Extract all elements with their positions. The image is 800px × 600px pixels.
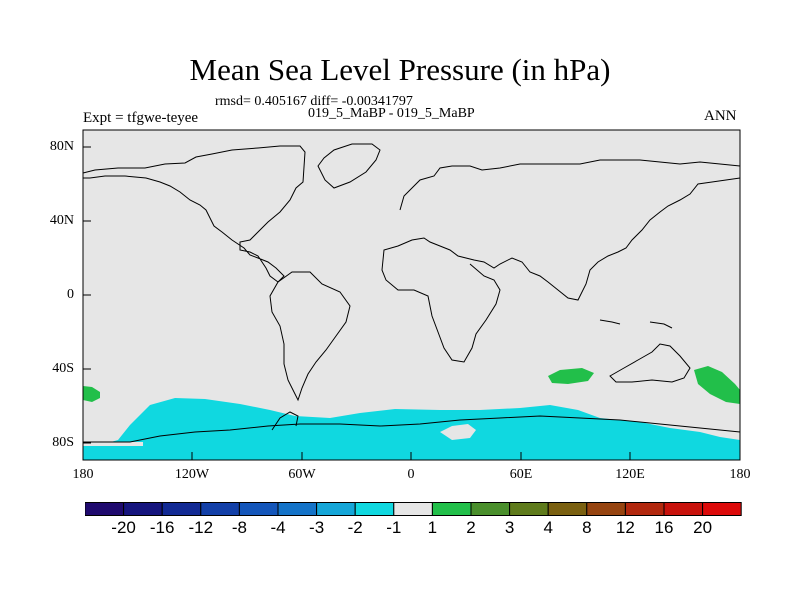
coastline-antarctic-peninsula [271, 411, 299, 431]
colorbar-box [277, 502, 318, 516]
colorbar-label: -20 [111, 518, 136, 537]
lon-label-120e: 120E [615, 467, 645, 482]
season-label: ANN [704, 108, 737, 124]
lon-label-180e: 180 [729, 467, 751, 482]
colorbar-label: -16 [149, 518, 175, 537]
colorbar-box [702, 502, 742, 516]
negative-anomaly-region [83, 398, 740, 460]
colorbar-label: -12 [188, 518, 214, 537]
lat-label-40s: 40S [52, 361, 74, 376]
colorbar-label: 4 [543, 518, 553, 537]
experiment-label: Expt = tfgwe-teyee [83, 110, 199, 126]
coastline-north-america [82, 145, 306, 283]
lon-label-180w: 180 [72, 467, 94, 482]
colorbar-label: -8 [231, 518, 247, 537]
colorbar-label: 2 [466, 518, 476, 537]
comparison-label: 019_5_MaBP - 019_5_MaBP [308, 106, 475, 121]
lon-label-120w: 120W [174, 467, 210, 482]
colorbar-box [509, 502, 549, 516]
colorbar-box [316, 502, 356, 516]
lat-label-40n: 40N [49, 213, 74, 228]
colorbar-label: 20 [693, 518, 713, 537]
colorbar [85, 502, 742, 516]
colorbar-label: -2 [347, 518, 363, 537]
colorbar-label: -4 [270, 518, 286, 537]
colorbar-label: 16 [654, 518, 674, 537]
positive-anomaly-patch-tasman [694, 366, 740, 404]
antarctic-coast-strip [83, 442, 143, 446]
colorbar-label: 12 [615, 518, 635, 537]
colorbar-label: 8 [582, 518, 592, 537]
colorbar-box [586, 502, 626, 516]
lon-label-60e: 60E [509, 467, 533, 482]
colorbar-box [161, 502, 202, 516]
colorbar-label: 1 [427, 518, 438, 537]
colorbar-box [354, 502, 395, 516]
coastline-south-america [269, 271, 351, 402]
antarctic-grey-patch [440, 424, 476, 440]
colorbar-box [393, 502, 433, 516]
colorbar-box [663, 502, 704, 516]
axis-ticks [83, 146, 631, 460]
coastline-indonesia [599, 319, 673, 329]
colorbar-box [431, 502, 472, 516]
colorbar-label: 3 [504, 518, 515, 537]
colorbar-box [123, 502, 163, 516]
colorbar-label: -3 [309, 518, 325, 537]
colorbar-label: -1 [386, 518, 402, 537]
lat-label-80n: 80N [49, 139, 74, 154]
stats-line: rmsd= 0.405167 diff= -0.00341797 [215, 94, 413, 109]
colorbar-box [470, 502, 511, 516]
page-title: Mean Sea Level Pressure (in hPa) [189, 52, 611, 87]
coastline-eurasia-africa [381, 159, 741, 363]
colorbar-box [85, 502, 125, 516]
coastlines [82, 143, 741, 443]
colorbar-box [200, 502, 240, 516]
colorbar-box [547, 502, 588, 516]
colorbar-box [624, 502, 665, 516]
positive-anomaly-patch-indian [548, 368, 594, 384]
coastline-australia [609, 343, 691, 383]
positive-anomaly-patch-west [83, 386, 100, 402]
lat-label-80s: 80S [52, 435, 74, 450]
lon-label-0: 0 [407, 467, 415, 482]
coastline-antarctica [83, 415, 741, 443]
coastline-greenland [317, 143, 381, 189]
lon-label-60w: 60W [288, 467, 316, 482]
colorbar-box [238, 502, 279, 516]
lat-label-0: 0 [67, 287, 74, 302]
